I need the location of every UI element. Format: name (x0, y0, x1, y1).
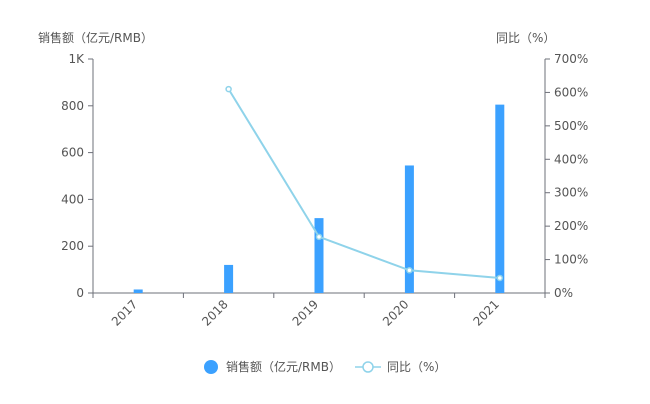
right-axis-title: 同比（%） (496, 31, 555, 45)
x-tick-label: 2020 (380, 297, 411, 328)
bar-2019[interactable] (314, 218, 324, 293)
x-tick-label: 2019 (290, 297, 321, 328)
left-tick-label: 600 (61, 146, 84, 160)
left-tick-label: 800 (61, 99, 84, 113)
right-tick-label: 100% (554, 253, 588, 267)
x-tick-label: 2018 (199, 297, 230, 328)
right-tick-label: 0% (554, 286, 573, 300)
bar-2017[interactable] (133, 289, 143, 293)
yoy-point-2019[interactable] (315, 233, 323, 241)
legend-yoy-label: 同比（%） (387, 360, 446, 374)
bar-series (133, 104, 505, 293)
right-tick-label: 500% (554, 119, 588, 133)
x-tick-label: 2017 (109, 297, 140, 328)
line-series (225, 85, 504, 282)
yoy-point-2021[interactable] (496, 274, 504, 282)
left-tick-label: 0 (76, 286, 84, 300)
yoy-point-2020[interactable] (406, 267, 413, 274)
yoy-point-2018[interactable] (225, 85, 232, 93)
bar-2021[interactable] (495, 104, 505, 293)
right-tick-label: 400% (554, 152, 588, 166)
yoy-line-path (227, 88, 500, 279)
bar-2018[interactable] (224, 264, 234, 293)
left-tick-label: 400 (61, 192, 84, 206)
legend-item-yoy[interactable]: 同比（%） (355, 360, 446, 374)
left-axis-title: 销售额（亿元/RMB） (38, 30, 153, 45)
right-tick-label: 300% (554, 186, 588, 200)
left-axis: 0 200 400 600 800 1K (61, 52, 94, 300)
legend-yoy-marker (362, 361, 374, 373)
x-tick-label: 2021 (470, 297, 501, 328)
legend[interactable]: 销售额（亿元/RMB） 同比（%） (204, 359, 446, 374)
legend-item-sales[interactable]: 销售额（亿元/RMB） (204, 359, 341, 374)
bar-2020[interactable] (404, 165, 414, 293)
x-axis: 2017 2018 2019 2020 2021 (92, 292, 546, 329)
right-axis: 0% 100% 200% 300% 400% 500% 600% 700% (544, 52, 588, 300)
legend-sales-marker (204, 360, 218, 374)
right-tick-label: 600% (554, 85, 588, 99)
left-tick-label: 200 (61, 239, 84, 253)
right-tick-label: 700% (554, 52, 588, 66)
left-tick-label: 1K (68, 52, 85, 66)
right-tick-label: 200% (554, 219, 588, 233)
legend-sales-label: 销售额（亿元/RMB） (226, 359, 341, 374)
